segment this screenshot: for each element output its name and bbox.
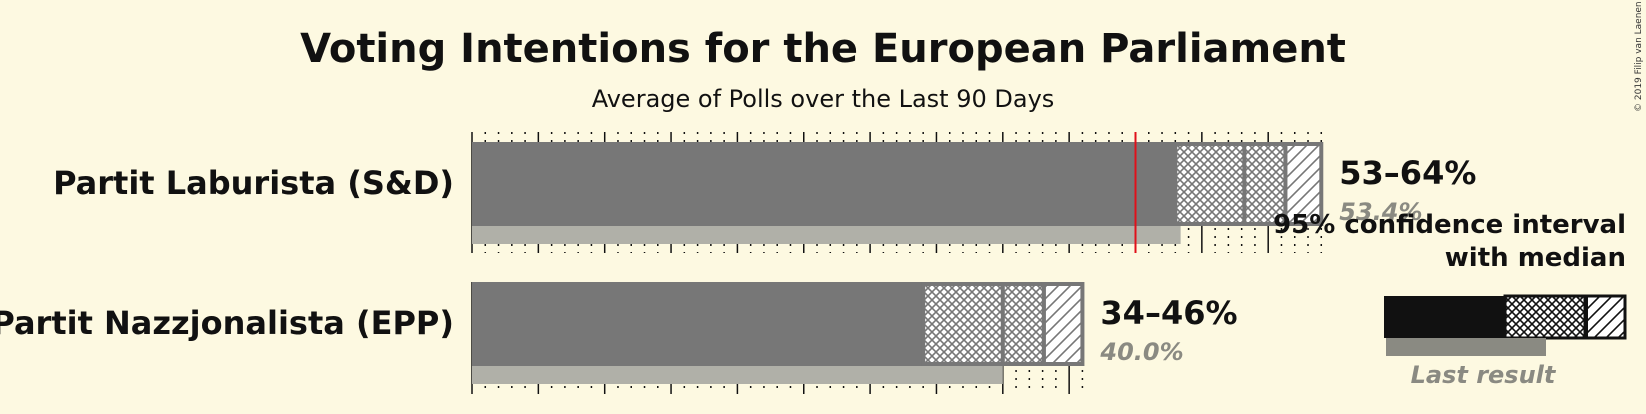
bars: Partit Laburista (S&D) 53–64% 53.4% Partit … [0, 132, 1476, 384]
support-bar [472, 282, 924, 366]
legend-median-label: with median [1445, 243, 1626, 273]
last-result-bar [472, 366, 1003, 384]
party-label: Partit Nazzjonalista (EPP) [0, 304, 454, 342]
ci80-bar [921, 282, 1046, 366]
ci95-bar [1283, 142, 1324, 226]
support-bar [472, 142, 1176, 226]
copyright-notice: © 2019 Filip van Laenen [1634, 1, 1644, 112]
legend-ci80-bar [1503, 294, 1587, 340]
legend-last-result-bar [1386, 338, 1546, 356]
range-label: 34–46% [1100, 294, 1237, 332]
last-result-label: 53.4% [1339, 198, 1422, 226]
legend-ci-label: 95% confidence interval [1273, 210, 1626, 240]
legend-last-result-label: Last result [1411, 361, 1557, 389]
legend-ci95-bar [1583, 294, 1627, 340]
chart-title: Voting Intentions for the European Parli… [300, 26, 1346, 72]
last-result-bar [472, 226, 1181, 244]
range-label: 53–64% [1339, 154, 1476, 192]
legend: 95% confidence interval with median Last… [1273, 210, 1627, 389]
last-result-label: 40.0% [1099, 338, 1183, 366]
party-label: Partit Laburista (S&D) [53, 164, 454, 202]
chart-subtitle: Average of Polls over the Last 90 Days [592, 85, 1055, 113]
ci95-bar [1041, 282, 1085, 366]
ci80-bar [1173, 142, 1288, 226]
